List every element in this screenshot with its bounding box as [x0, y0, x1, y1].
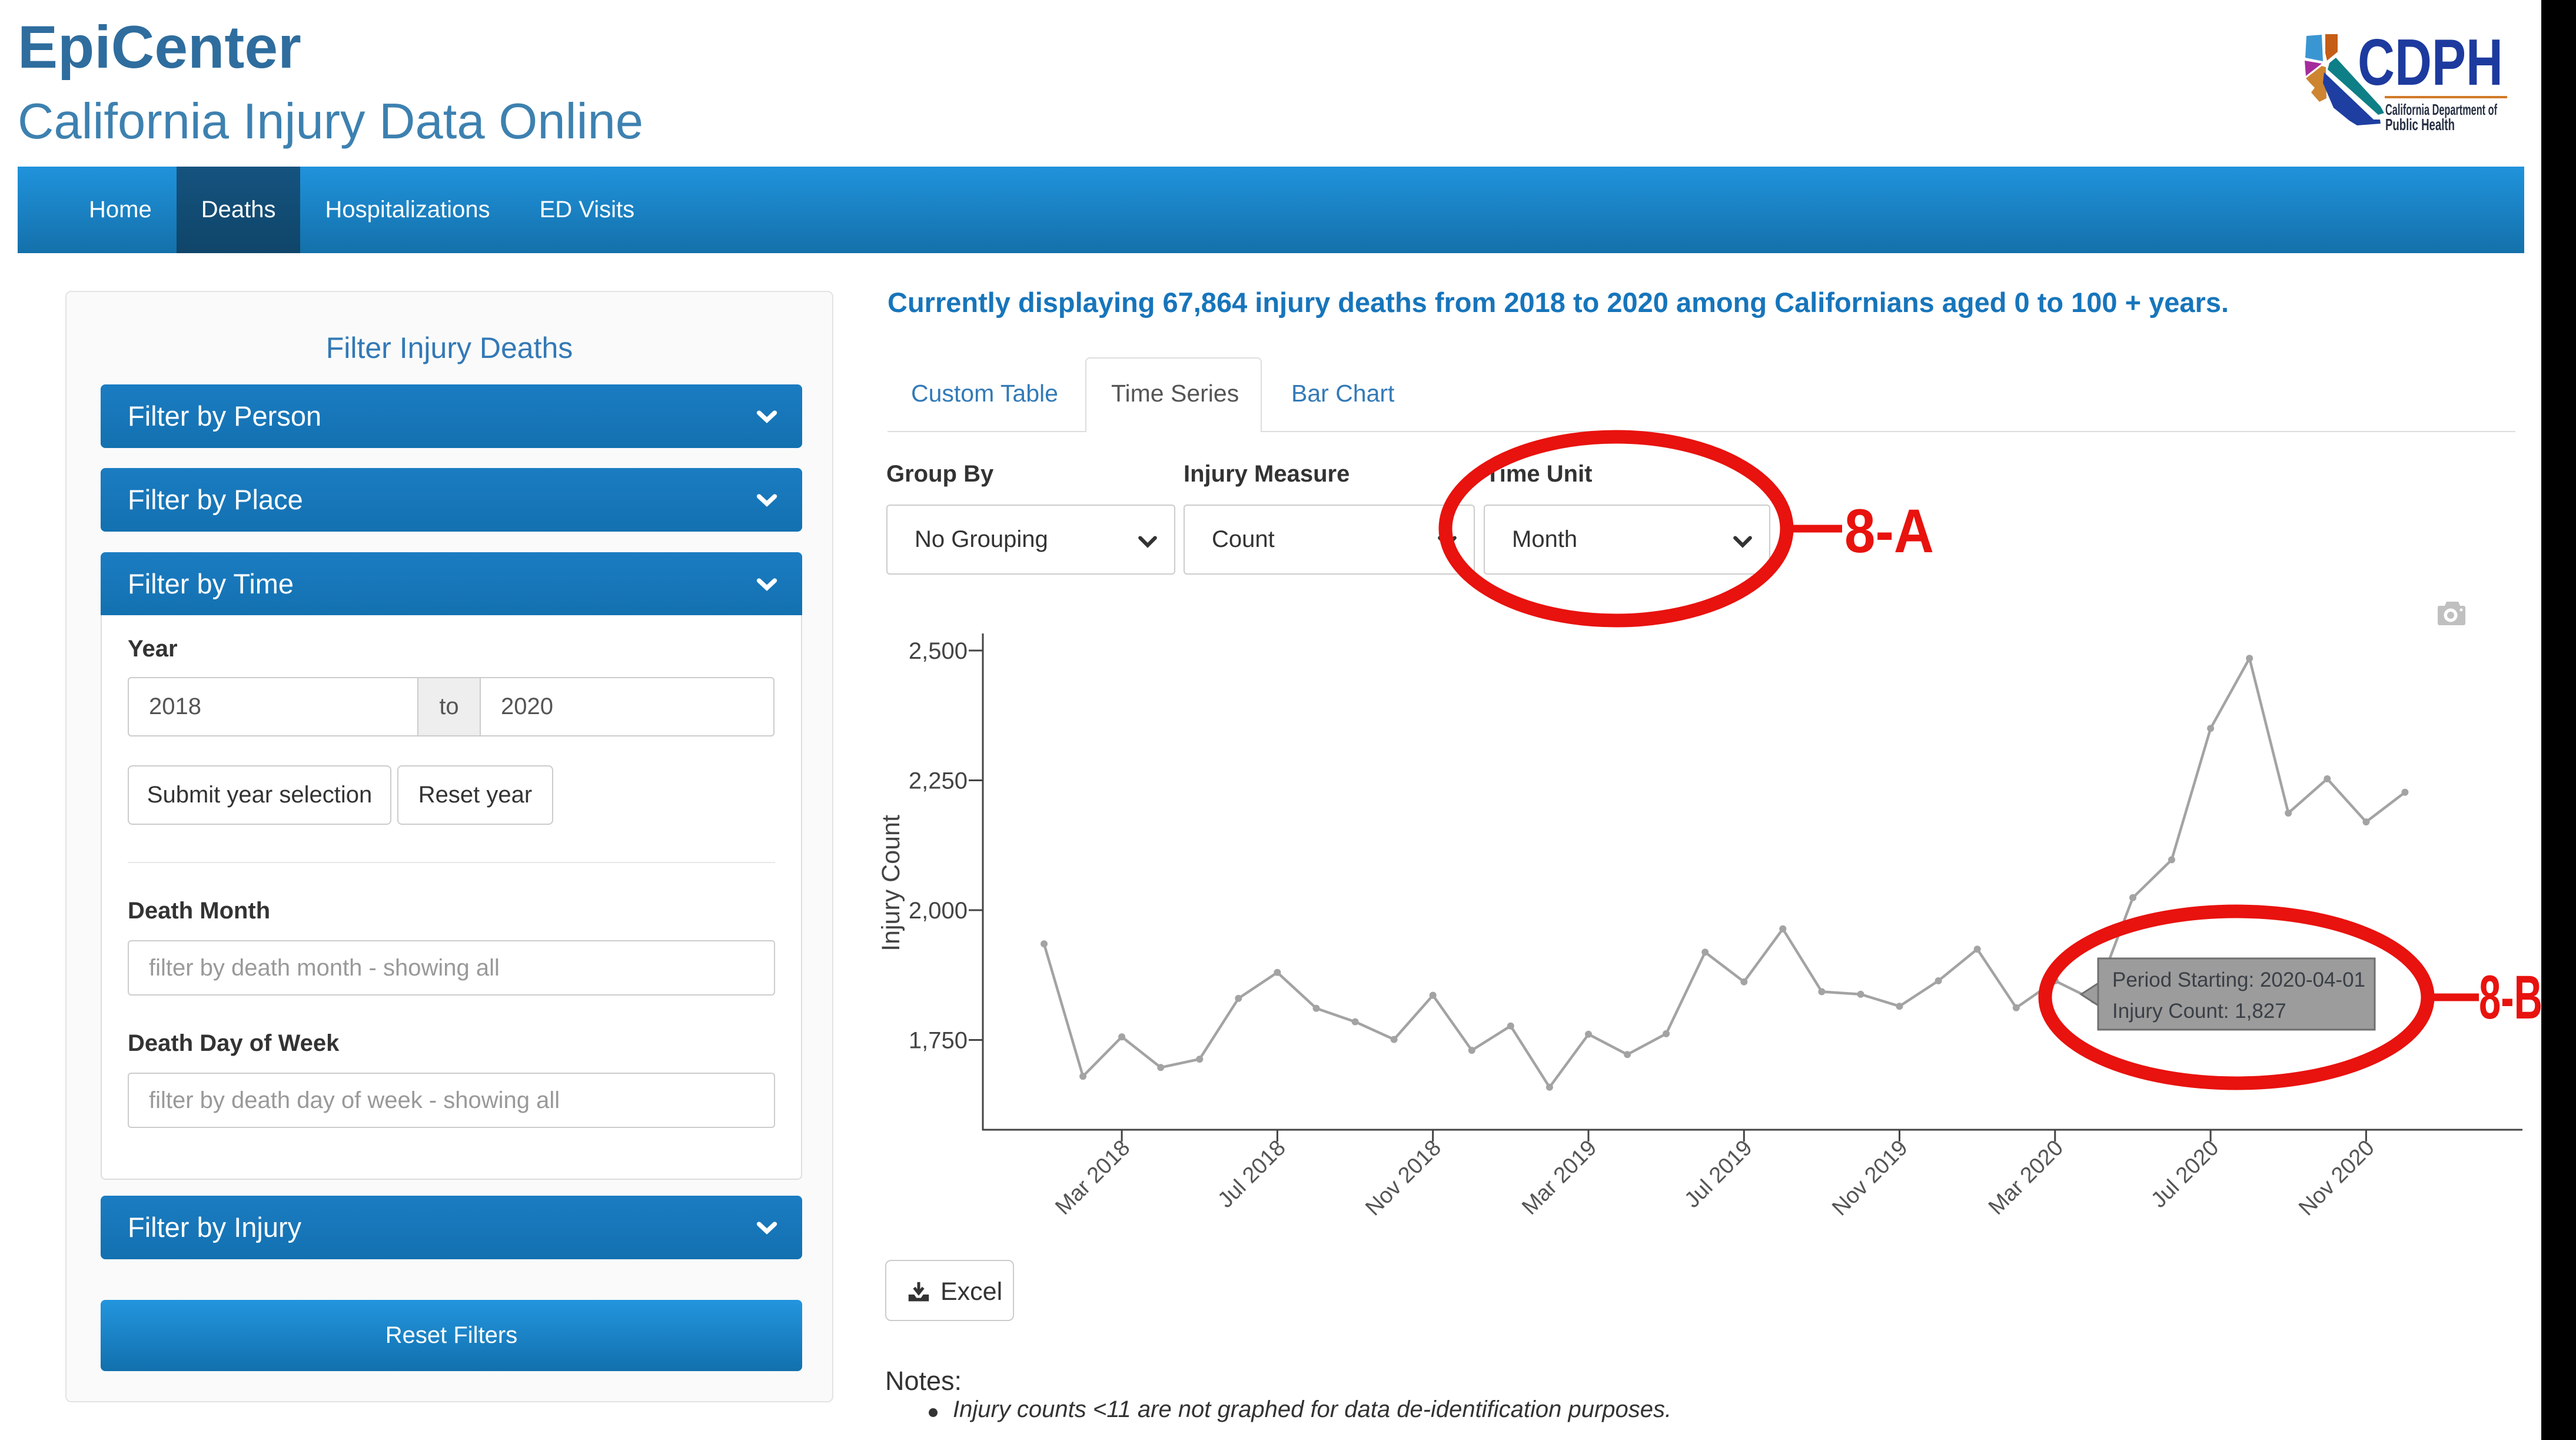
svg-text:Mar 2018: Mar 2018 — [1051, 1136, 1135, 1220]
svg-text:2,250: 2,250 — [909, 768, 968, 794]
svg-text:8-B: 8-B — [2479, 963, 2542, 1032]
svg-text:2,500: 2,500 — [909, 638, 968, 664]
svg-text:Public Health: Public Health — [2385, 115, 2455, 132]
svg-text:Nov 2018: Nov 2018 — [1361, 1136, 1446, 1221]
svg-text:1,750: 1,750 — [909, 1028, 968, 1054]
svg-text:Nov 2020: Nov 2020 — [2294, 1136, 2379, 1221]
svg-text:Injury Count: 1,827: Injury Count: 1,827 — [2112, 1000, 2286, 1023]
svg-text:CDPH: CDPH — [2358, 26, 2503, 99]
svg-text:Mar 2019: Mar 2019 — [1517, 1136, 1601, 1220]
svg-text:8-A: 8-A — [1844, 497, 1934, 566]
svg-text:Jul 2020: Jul 2020 — [2146, 1136, 2223, 1213]
svg-text:Jul 2019: Jul 2019 — [1680, 1136, 1757, 1213]
svg-text:Injury Count: Injury Count — [877, 815, 905, 951]
svg-text:Period Starting: 2020-04-01: Period Starting: 2020-04-01 — [2112, 968, 2365, 991]
svg-text:Jul 2018: Jul 2018 — [1213, 1136, 1290, 1213]
svg-text:Nov 2019: Nov 2019 — [1827, 1136, 1913, 1221]
svg-text:California Department of: California Department of — [2385, 101, 2497, 118]
svg-text:2,000: 2,000 — [909, 898, 968, 924]
svg-text:Mar 2020: Mar 2020 — [1984, 1136, 2068, 1220]
